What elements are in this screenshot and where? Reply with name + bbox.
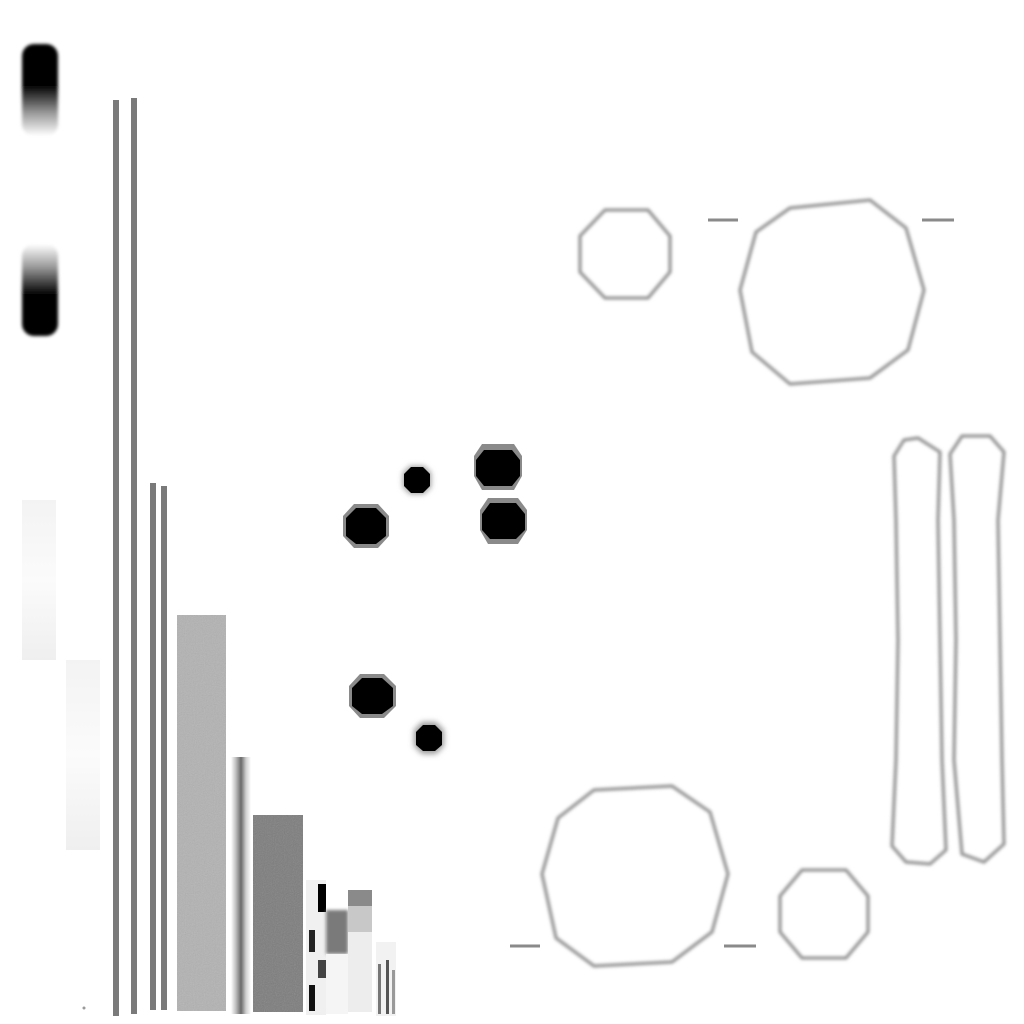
black-dot [403,466,431,494]
patterned-strip-a [306,880,326,1015]
faint-left-panel [22,500,56,660]
large-ring-top [708,198,954,386]
patterned-strip-c [348,890,372,1012]
black-dot [480,498,527,544]
faint-left-panel-lower [66,660,100,850]
small-ring-top [578,208,672,300]
tall-stripe-pair [113,98,137,1016]
patterned-strip-b [326,910,348,1014]
tall-outline-bar-right [948,434,1006,864]
black-dot [343,504,389,548]
small-ring-bottom [778,868,870,960]
black-dot-group [343,444,527,754]
light-gray-panel [177,615,226,1011]
large-ring-bottom [510,784,756,968]
dark-gray-panel [253,815,303,1012]
black-dot [414,722,444,754]
capsule-cap-top [22,44,58,136]
black-dot [474,444,522,490]
medium-stripe-pair [150,483,167,1010]
capsule-cap-bottom [22,244,58,336]
black-dot [349,674,396,718]
tiny-speck [82,1006,86,1010]
tall-outline-bar-left [890,436,948,866]
patterned-strip-d [376,942,396,1016]
gradient-strip [231,757,251,1014]
